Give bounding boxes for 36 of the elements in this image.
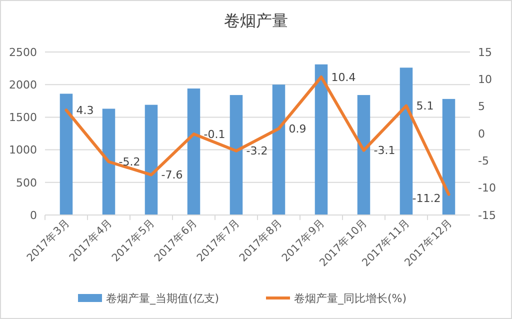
data-label: -7.6 bbox=[161, 168, 183, 182]
data-label: 10.4 bbox=[331, 70, 356, 84]
legend-label: 卷烟产量_同比增长(%) bbox=[294, 292, 407, 305]
y-tick-label: 2500 bbox=[9, 46, 37, 59]
y-tick-label: 0 bbox=[30, 208, 37, 222]
y2-tick-label: 0 bbox=[478, 127, 485, 140]
bar bbox=[400, 68, 413, 215]
data-label: 4.3 bbox=[76, 104, 94, 117]
data-label: -3.1 bbox=[374, 144, 396, 158]
bar bbox=[187, 88, 200, 215]
bar bbox=[442, 98, 456, 215]
y2-tick-label: 10 bbox=[478, 73, 492, 86]
legend-label: 卷烟产量_当期值(亿支) bbox=[106, 292, 220, 305]
y-tick-label: 1500 bbox=[9, 111, 37, 124]
chart-title: 卷烟产量 bbox=[224, 11, 288, 30]
y2-tick-label: -10 bbox=[478, 182, 496, 195]
y2-tick-label: 15 bbox=[478, 46, 492, 59]
data-label: -5.2 bbox=[118, 156, 140, 169]
y-tick-label: 1000 bbox=[9, 144, 37, 157]
bar bbox=[357, 95, 370, 215]
bar bbox=[144, 104, 158, 215]
y-tick-label: 500 bbox=[16, 176, 37, 190]
y2-tick-label: -5 bbox=[478, 154, 489, 168]
bar bbox=[230, 95, 243, 215]
data-label: -11.2 bbox=[412, 192, 441, 206]
data-label: -0.1 bbox=[204, 128, 226, 141]
bar bbox=[60, 94, 73, 215]
y2-tick-label: 5 bbox=[478, 100, 485, 114]
y2-tick-label: -15 bbox=[478, 208, 496, 222]
data-label: -3.2 bbox=[246, 144, 268, 158]
data-label: 0.9 bbox=[288, 122, 306, 136]
data-label: 5.1 bbox=[416, 100, 434, 113]
bar bbox=[272, 84, 286, 215]
bar bbox=[314, 64, 328, 215]
y-tick-label: 2000 bbox=[9, 78, 37, 92]
bar bbox=[102, 108, 116, 215]
